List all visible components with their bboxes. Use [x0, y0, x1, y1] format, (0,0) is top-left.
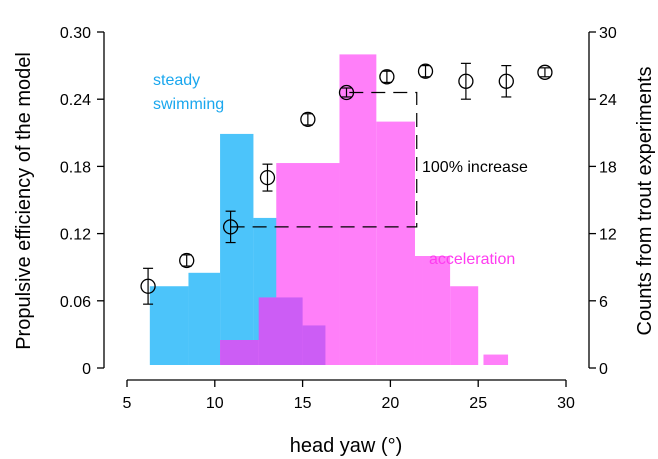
- data-point-7: [379, 69, 395, 85]
- x-tick-label-1: 5: [123, 395, 132, 412]
- x-tick-label-6: 30: [557, 395, 575, 412]
- efficiency-points: [140, 62, 553, 305]
- y-tick-label-right-1: 0: [599, 361, 608, 378]
- data-point-8: [417, 63, 434, 79]
- steady-swimming-bar-2: [188, 272, 221, 365]
- data-point-9: [458, 73, 474, 89]
- overlap-bar-1: [220, 340, 259, 365]
- y-axis-title-right: Counts from trout experiments: [634, 67, 656, 336]
- y-tick-label-left-4: 0.18: [60, 159, 91, 176]
- steady-label-line1: steady: [153, 72, 200, 89]
- data-point-11: [537, 64, 553, 80]
- acceleration-label: acceleration: [429, 251, 515, 268]
- y-tick-label-right-6: 30: [599, 25, 617, 42]
- steady-swimming-bar-3: [220, 133, 254, 365]
- y-tick-label-left-6: 0.30: [60, 25, 91, 42]
- axes: [97, 31, 596, 387]
- x-tick-label-4: 20: [382, 395, 400, 412]
- steady-label-line2: swimming: [153, 96, 224, 113]
- acceleration-bar-4: [339, 54, 377, 366]
- x-tick-label-5: 25: [469, 395, 487, 412]
- acceleration-bar-8: [450, 286, 479, 365]
- y-tick-label-left-5: 0.24: [60, 92, 91, 109]
- y-tick-label-left-3: 0.12: [60, 227, 91, 244]
- y-tick-label-right-5: 24: [599, 92, 617, 109]
- overlap-bar-3: [302, 325, 326, 365]
- increase-bracket-line: [230, 91, 418, 228]
- y-tick-label-left-2: 0.06: [60, 294, 91, 311]
- overlap-histogram: [220, 297, 326, 365]
- increase-bracket: [230, 91, 418, 228]
- data-point-10: [498, 73, 514, 89]
- acceleration-bar-5: [376, 121, 415, 365]
- data-point-3: [222, 219, 239, 235]
- data-point-6: [338, 84, 355, 101]
- y-tick-label-left-1: 0: [82, 361, 91, 378]
- steady-swimming-bar-1: [149, 286, 189, 365]
- data-point-4: [259, 169, 276, 186]
- data-point-2: [179, 252, 195, 269]
- acceleration-bar-9: [483, 354, 509, 365]
- data-point-1: [140, 278, 156, 294]
- y-tick-label-right-3: 12: [599, 227, 617, 244]
- x-tick-label-2: 10: [206, 395, 224, 412]
- x-axis-title: head yaw (°): [290, 435, 403, 457]
- acceleration-bar-7: [422, 256, 451, 365]
- overlap-bar-2: [258, 297, 303, 365]
- data-point-5: [300, 111, 316, 128]
- increase-label: 100% increase: [422, 159, 528, 176]
- acceleration-bar-6: [414, 256, 423, 365]
- y-tick-label-right-4: 18: [599, 159, 617, 176]
- y-axis-title-left: Propulsive efficiency of the model: [13, 52, 35, 350]
- x-tick-label-3: 15: [294, 395, 312, 412]
- tick-labels: 5 10 15 20 25 30 0 0.06 0.12 0.18 0.24 0.30 0 6 12 18 24…: [60, 25, 617, 412]
- y-tick-label-right-2: 6: [599, 294, 608, 311]
